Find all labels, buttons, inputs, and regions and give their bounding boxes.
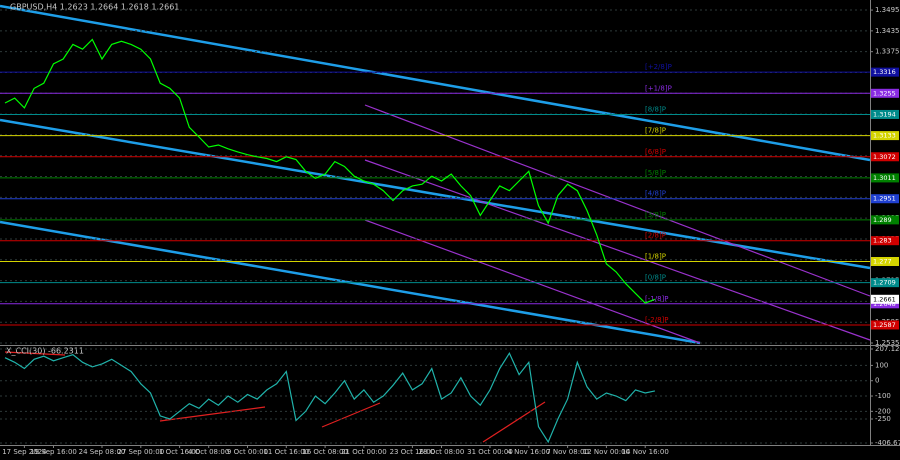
x-tick-label: 4 Nov 16:00 (507, 448, 550, 456)
price-box (871, 152, 899, 162)
indicator-title: X_CCI(30) -66.2311 (6, 347, 84, 356)
price-box-label: 1.283 (873, 237, 892, 245)
y-tick-label: -200 (875, 407, 891, 415)
x-tick-label: 9 Oct 00:00 (227, 448, 268, 456)
murray-label: [7/8]P (645, 127, 666, 135)
price-box-label: 1.2951 (873, 195, 896, 203)
x-tick-label: 23 Oct 16:00 (390, 448, 436, 456)
murray-label: [+1/8]P (645, 84, 672, 92)
y-tick-label: -100 (875, 392, 891, 400)
price-box-label: 1.3194 (873, 110, 896, 118)
y-tick-label: 1.2535 (875, 339, 900, 347)
divergence-line (4, 351, 66, 356)
price-box-label: 1.3255 (873, 89, 896, 97)
x-tick-label: 19 Sep 16:00 (30, 448, 77, 456)
price-box (871, 173, 899, 183)
price-box (871, 67, 899, 77)
y-tick-label: 207.1248 (875, 345, 900, 353)
channel-line (364, 159, 871, 341)
series-line (4, 38, 656, 304)
divergence-line (159, 406, 266, 422)
murray-label: [6/8]P (645, 148, 666, 156)
murray-label: [1/8]P (645, 252, 666, 260)
y-tick-label: 0 (875, 377, 879, 385)
trend-line (0, 4, 871, 162)
x-tick-label: 14 Nov 16:00 (622, 448, 669, 456)
x-tick-label: 12 Nov 00:00 (583, 448, 630, 456)
y-tick-label: 1.3435 (875, 27, 900, 35)
price-box-label: 1.2709 (873, 279, 896, 287)
current-price-box (871, 294, 899, 304)
x-tick-label: 27 Sep 00:00 (117, 448, 164, 456)
price-box (871, 236, 899, 246)
x-tick-label: 28 Oct 08:00 (419, 448, 465, 456)
price-box (871, 320, 899, 330)
murray-label: [5/8]P (645, 169, 666, 177)
price-box-label: 1.3316 (873, 68, 896, 76)
murray-label: [+2/8]P (645, 63, 672, 71)
divergence-line (321, 402, 381, 428)
x-tick-label: 11 Oct 16:00 (263, 448, 309, 456)
price-box-label: 1.3133 (873, 132, 896, 140)
price-box-label: 1.3011 (873, 174, 896, 182)
price-box (871, 88, 899, 98)
price-box (871, 131, 899, 141)
x-tick-label: 7 Nov 08:00 (546, 448, 589, 456)
murray-label: [0/8]P (645, 274, 666, 282)
murray-label: [2/8]P (645, 232, 666, 240)
x-tick-label: 1 Oct 16:00 (159, 448, 200, 456)
y-tick-label: -250 (875, 415, 891, 423)
y-tick-label: 1.3495 (875, 6, 900, 14)
x-tick-label: 21 Oct 00:00 (341, 448, 387, 456)
current-price-label: 1.2661 (873, 295, 896, 303)
murray-label: [-1/8]P (645, 295, 668, 303)
price-box-label: 1.277 (873, 257, 892, 265)
murray-label: [8/8]P (645, 105, 666, 113)
price-box (871, 299, 899, 309)
murray-label: [-2/8]P (645, 316, 668, 324)
price-box (871, 256, 899, 266)
channel-line (364, 104, 871, 297)
price-box-label: 1.3072 (873, 153, 896, 161)
price-box (871, 109, 899, 119)
x-tick-label: 31 Oct 00:00 (467, 448, 513, 456)
chart-title: GBPUSD,H4 1.2623 1.2664 1.2618 1.2661 (10, 3, 179, 12)
price-box (871, 278, 899, 288)
x-tick-label: 4 Oct 08:00 (188, 448, 229, 456)
trend-line (0, 118, 871, 270)
x-tick-label: 24 Sep 08:00 (79, 448, 126, 456)
y-tick-label: -406.6777 (875, 439, 900, 447)
price-box-label: 1.2587 (873, 321, 896, 329)
y-tick-label: 100 (875, 361, 888, 369)
divergence-line (482, 401, 546, 443)
price-box-label: 1.2648 (873, 300, 896, 308)
price-box (871, 194, 899, 204)
x-tick-label: 17 Sep 2024 (2, 448, 47, 456)
murray-label: [3/8]P (645, 211, 666, 219)
price-box-label: 1.289 (873, 216, 892, 224)
y-tick-label: 1.3375 (875, 48, 900, 56)
murray-label: [4/8]P (645, 190, 666, 198)
x-tick-label: 16 Oct 08:00 (302, 448, 348, 456)
series-line (4, 351, 656, 444)
price-box (871, 215, 899, 225)
